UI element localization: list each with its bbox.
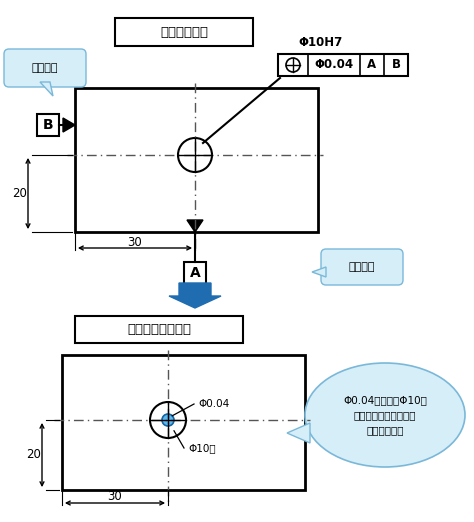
Text: Φ0.04: Φ0.04 bbox=[314, 58, 354, 72]
Text: A: A bbox=[190, 266, 201, 280]
Text: データム: データム bbox=[349, 262, 375, 272]
FancyBboxPatch shape bbox=[321, 249, 403, 285]
Text: 30: 30 bbox=[108, 491, 122, 504]
Bar bbox=[115, 18, 253, 46]
Bar bbox=[75, 316, 243, 343]
Text: B: B bbox=[392, 58, 401, 72]
Text: 20: 20 bbox=[27, 448, 41, 461]
Text: Φ0.04の円内にΦ10穴
の中心位置が入ること
を要求される: Φ0.04の円内にΦ10穴 の中心位置が入ること を要求される bbox=[343, 395, 427, 435]
Text: B: B bbox=[43, 118, 53, 132]
Circle shape bbox=[150, 402, 186, 438]
Text: Φ0.04: Φ0.04 bbox=[199, 399, 229, 409]
Text: A: A bbox=[367, 58, 376, 72]
Polygon shape bbox=[287, 423, 310, 443]
Ellipse shape bbox=[305, 363, 465, 467]
Text: 位置度の表示: 位置度の表示 bbox=[160, 26, 208, 39]
Bar bbox=[62, 355, 305, 490]
Text: 30: 30 bbox=[128, 235, 142, 248]
Text: データム: データム bbox=[32, 63, 58, 73]
Bar bbox=[184, 262, 206, 284]
Polygon shape bbox=[312, 267, 326, 277]
Polygon shape bbox=[40, 82, 53, 96]
Polygon shape bbox=[169, 283, 221, 308]
Text: Φ10穴: Φ10穴 bbox=[188, 443, 216, 453]
Bar bbox=[278, 54, 408, 76]
Text: 20: 20 bbox=[13, 187, 27, 200]
Circle shape bbox=[162, 414, 174, 426]
Bar bbox=[75, 88, 318, 232]
Polygon shape bbox=[63, 118, 75, 132]
Text: Φ10H7: Φ10H7 bbox=[298, 37, 342, 50]
Bar bbox=[37, 114, 59, 136]
Circle shape bbox=[178, 138, 212, 172]
Text: 位置度の公差範囲: 位置度の公差範囲 bbox=[127, 323, 191, 336]
FancyBboxPatch shape bbox=[4, 49, 86, 87]
Circle shape bbox=[286, 58, 300, 72]
Polygon shape bbox=[187, 220, 203, 232]
